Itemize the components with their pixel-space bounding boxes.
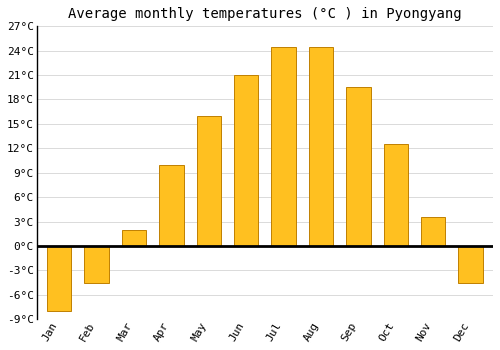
Title: Average monthly temperatures (°C ) in Pyongyang: Average monthly temperatures (°C ) in Py… — [68, 7, 462, 21]
Bar — [272, 47, 295, 246]
Bar — [234, 75, 258, 246]
Bar — [458, 246, 483, 282]
Bar — [309, 47, 333, 246]
Bar — [384, 144, 408, 246]
Bar — [47, 246, 72, 311]
Bar — [84, 246, 108, 282]
Bar — [346, 87, 370, 246]
Bar — [159, 164, 184, 246]
Bar — [196, 116, 221, 246]
Bar — [421, 217, 446, 246]
Bar — [122, 230, 146, 246]
